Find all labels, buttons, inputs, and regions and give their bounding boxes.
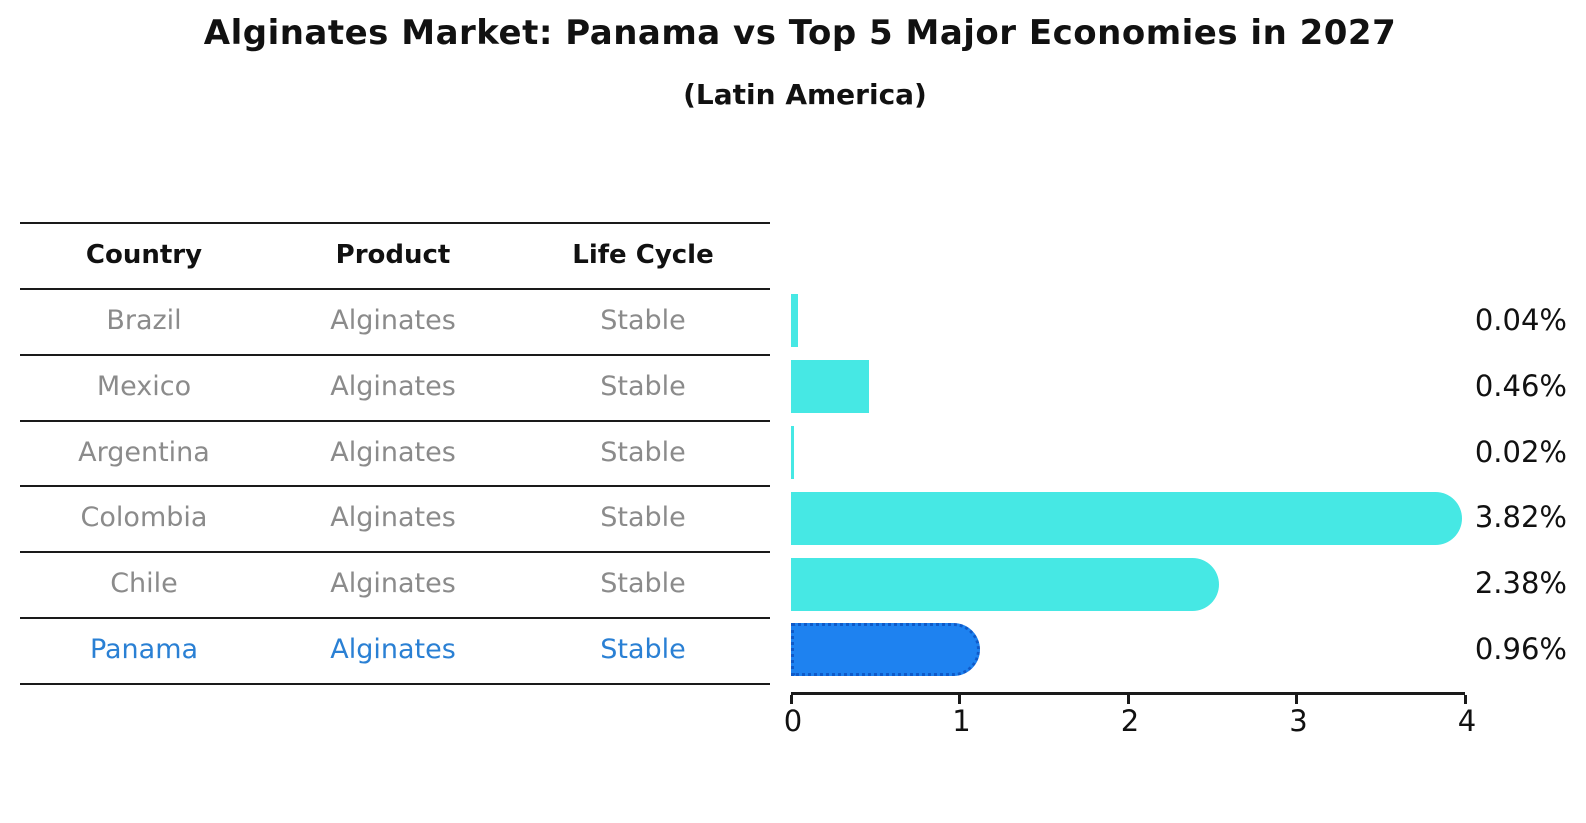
table-line: [20, 288, 770, 290]
x-axis-line: [791, 692, 1465, 695]
x-tick-label: 1: [952, 704, 971, 738]
chart-subtitle: (Latin America): [683, 78, 927, 111]
x-tick-label: 0: [783, 704, 803, 738]
bar-panama: [791, 623, 980, 677]
table-cell-product: Alginates: [330, 436, 456, 468]
table-cell-life_cycle: Stable: [600, 305, 686, 336]
bar-value-label: 0.04%: [1474, 303, 1567, 337]
x-tick: [1126, 695, 1130, 704]
table-cell-product: Alginates: [330, 634, 456, 665]
table-cell-life_cycle: Stable: [600, 502, 686, 534]
table-line: [20, 551, 770, 554]
table-cell-country: Chile: [110, 568, 178, 600]
x-tick: [1295, 695, 1298, 704]
bar-brazil: [791, 294, 798, 348]
table-cell-country: Panama: [89, 634, 199, 665]
bar-value-label: 0.96%: [1474, 632, 1567, 666]
bar-value-label: 0.02%: [1474, 434, 1567, 469]
bar-colombia: [791, 491, 1462, 545]
table-cell-country: Colombia: [80, 502, 208, 534]
table-cell-product: Alginates: [330, 370, 456, 402]
chart-title: Alginates Market: Panama vs Top 5 Major …: [203, 13, 1397, 53]
table-cell-product: Alginates: [330, 568, 456, 600]
table-line: [20, 485, 770, 488]
x-tick: [789, 695, 793, 704]
table-line: [20, 682, 770, 685]
bar-value-label: 2.38%: [1474, 566, 1567, 601]
table-cell-country: Argentina: [78, 436, 210, 468]
table-cell-life_cycle: Stable: [600, 568, 686, 600]
table-cell-product: Alginates: [330, 305, 456, 336]
table-line: [20, 353, 770, 356]
table-line: [20, 222, 770, 224]
x-tick-label: 2: [1120, 704, 1140, 738]
x-tick: [958, 695, 961, 704]
table-header-life-cycle: Life Cycle: [572, 240, 714, 270]
table-cell-life_cycle: Stable: [600, 370, 686, 402]
table-line: [20, 617, 770, 619]
table-cell-product: Alginates: [330, 502, 456, 534]
table-cell-life_cycle: Stable: [600, 436, 686, 468]
x-tick: [1463, 695, 1467, 704]
table-header-product: Product: [335, 240, 451, 270]
table-line: [20, 419, 770, 422]
bar-mexico: [791, 360, 869, 414]
bar-argentina: [791, 426, 795, 479]
bar-value-label: 3.82%: [1474, 500, 1567, 535]
table-header-country: Country: [85, 240, 203, 270]
x-tick-label: 4: [1457, 704, 1477, 738]
bar-chile: [791, 557, 1220, 611]
bar-value-label: 0.46%: [1474, 368, 1567, 403]
x-tick-label: 3: [1289, 704, 1308, 738]
table-cell-life_cycle: Stable: [600, 634, 686, 665]
table-cell-country: Mexico: [96, 370, 192, 402]
table-cell-country: Brazil: [106, 305, 182, 336]
